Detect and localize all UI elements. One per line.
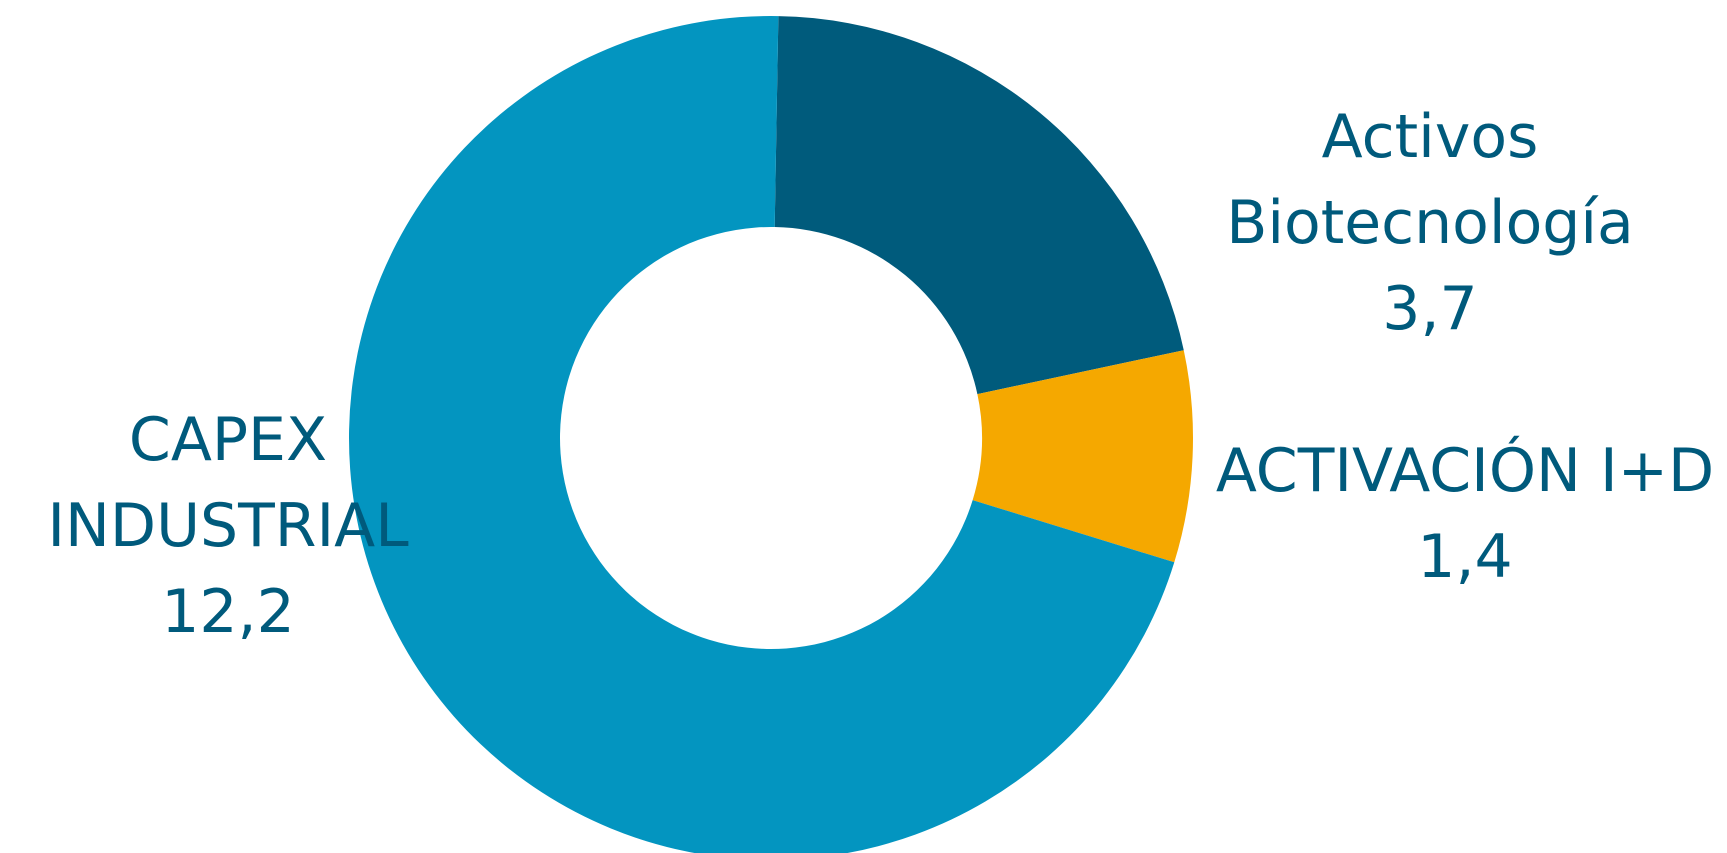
slice-label-2: CAPEX INDUSTRIAL 12,2 bbox=[47, 405, 409, 647]
slice-name-label: Activos bbox=[1322, 102, 1539, 172]
slice-value-label: 12,2 bbox=[161, 577, 295, 647]
slice-name-label: CAPEX bbox=[129, 405, 327, 475]
donut-slice-2 bbox=[349, 16, 1175, 853]
donut-slices bbox=[349, 16, 1193, 853]
slice-label-1: ACTIVACIÓN I+D 1,4 bbox=[1216, 435, 1714, 592]
slice-name-label: Biotecnología bbox=[1226, 188, 1634, 258]
slice-name-label: INDUSTRIAL bbox=[47, 491, 409, 561]
slice-label-0: Activos Biotecnología 3,7 bbox=[1226, 102, 1634, 344]
slice-value-label: 3,7 bbox=[1382, 274, 1477, 344]
slice-labels: Activos Biotecnología 3,7 ACTIVACIÓN I+D 1,4… bbox=[47, 102, 1714, 647]
slice-name-label: ACTIVACIÓN I+D bbox=[1216, 435, 1714, 506]
donut-slice-0 bbox=[774, 16, 1184, 395]
slice-value-label: 1,4 bbox=[1417, 522, 1512, 592]
donut-slice-1 bbox=[972, 350, 1193, 563]
